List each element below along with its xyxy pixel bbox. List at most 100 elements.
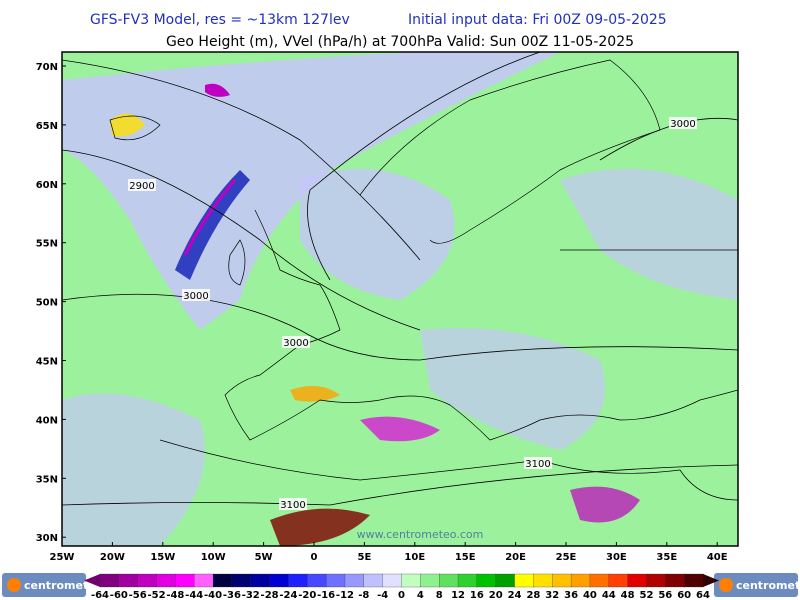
watermark: www.centrometeo.com: [357, 528, 484, 541]
colorbar-label: 12: [451, 590, 465, 600]
init-line: Initial input data: Fri 00Z 09-05-2025: [408, 12, 667, 28]
lat-label: 50N: [36, 298, 58, 309]
contour-label: 3000: [670, 119, 695, 130]
colorbar-label: 8: [436, 590, 443, 600]
colorbar-box: [495, 573, 516, 588]
colorbar-box: [382, 573, 403, 588]
colorbar-box: [363, 573, 384, 588]
colorbar-box: [269, 573, 290, 588]
colorbar-box: [457, 573, 478, 588]
colorbar-label: -40: [204, 590, 222, 600]
colorbar-label: -64: [91, 590, 109, 600]
lon-label: 5W: [255, 552, 273, 563]
lat-label: 45N: [36, 357, 58, 368]
colorbar-label: -28: [261, 590, 279, 600]
colorbar-label: 20: [489, 590, 503, 600]
colorbar-label: 60: [677, 590, 691, 600]
lon-label: 0: [311, 552, 318, 563]
lat-label: 70N: [36, 62, 58, 73]
lon-label: 40E: [707, 552, 728, 563]
colorbar-box: [552, 573, 572, 588]
contour-label-bg: [282, 336, 310, 348]
colorbar-box: [589, 573, 610, 588]
map-field: [61, 51, 739, 547]
lat-label: 60N: [36, 180, 58, 191]
colorbar-label: -24: [279, 590, 297, 600]
colorbar-box: [156, 573, 177, 588]
colorbar: -64 -60 -56 -52 -48 -44 -40 -36 -32 -28 -24 -20 -16-…: [84, 573, 719, 600]
colorbar-label: 28: [526, 590, 540, 600]
colorbar-label: 0: [398, 590, 405, 600]
lat-label: 30N: [36, 533, 58, 544]
colorbar-box: [627, 573, 648, 588]
lon-label: 25E: [556, 552, 577, 563]
lon-label: 15E: [455, 552, 476, 563]
colorbar-box: [344, 573, 365, 588]
contour-label-bg: [524, 457, 552, 469]
colorbar-box: [420, 573, 440, 588]
colorbar-box: [476, 573, 497, 588]
colorbar-box: [325, 573, 346, 588]
colorbar-box: [288, 573, 308, 588]
contour-label: 3000: [283, 338, 308, 349]
lon-label: 25W: [50, 552, 75, 563]
colorbar-label: -44: [185, 590, 203, 600]
colorbar-label: 36: [564, 590, 578, 600]
colorbar-box: [608, 573, 629, 588]
colorbar-label: 24: [508, 590, 522, 600]
colorbar-label: -20: [298, 590, 316, 600]
lon-label: 15W: [150, 552, 175, 563]
logo-text: centrometeo: [736, 579, 800, 592]
lat-label: 65N: [36, 121, 58, 132]
colorbar-box: [99, 573, 120, 588]
contour-label-bg: [128, 179, 156, 191]
lat-label: 55N: [36, 239, 58, 250]
colorbar-label: 44: [602, 590, 616, 600]
colorbar-label: -56: [129, 590, 147, 600]
colorbar-label: 64: [696, 590, 710, 600]
colorbar-box: [514, 573, 535, 588]
colorbar-label: -4: [377, 590, 388, 600]
colorbar-label: -8: [358, 590, 369, 600]
logo-left: centrometeo: [2, 573, 104, 597]
colorbar-label: 16: [470, 590, 484, 600]
contour-label: 3100: [280, 500, 305, 511]
colorbar-box: [194, 573, 214, 588]
colorbar-box: [570, 573, 591, 588]
colorbar-label: 56: [658, 590, 672, 600]
colorbar-label: -36: [223, 590, 241, 600]
contour-label-bg: [279, 498, 307, 510]
colorbar-box: [175, 573, 195, 588]
colorbar-label: -32: [242, 590, 260, 600]
colorbar-box: [533, 573, 553, 588]
lon-label: 10W: [201, 552, 226, 563]
colorbar-box: [439, 573, 459, 588]
colorbar-box: [665, 573, 685, 588]
colorbar-box: [646, 573, 666, 588]
lon-label: 5E: [358, 552, 372, 563]
colorbar-label: 48: [621, 590, 635, 600]
colorbar-box: [250, 573, 271, 588]
contour-label-bg: [182, 289, 210, 301]
colorbar-arrow-high: [703, 574, 719, 587]
colorbar-label: -12: [336, 590, 354, 600]
lon-label: 20W: [100, 552, 125, 563]
colorbar-label: -60: [110, 590, 128, 600]
lon-label: 35E: [656, 552, 677, 563]
colorbar-label: 52: [640, 590, 654, 600]
colorbar-box: [137, 573, 158, 588]
colorbar-label: -52: [147, 590, 165, 600]
colorbar-arrow-low: [84, 574, 100, 587]
colorbar-box: [401, 573, 421, 588]
lon-label: 10E: [404, 552, 425, 563]
colorbar-box: [118, 573, 139, 588]
contour-label-bg: [669, 117, 697, 129]
model-line: GFS-FV3 Model, res = ~13km 127lev: [90, 12, 350, 28]
contour-label: 3100: [525, 459, 550, 470]
lat-label: 35N: [36, 474, 58, 485]
contour-label: 2900: [129, 181, 154, 192]
contour-label: 3000: [183, 291, 208, 302]
lon-label: 30E: [606, 552, 627, 563]
